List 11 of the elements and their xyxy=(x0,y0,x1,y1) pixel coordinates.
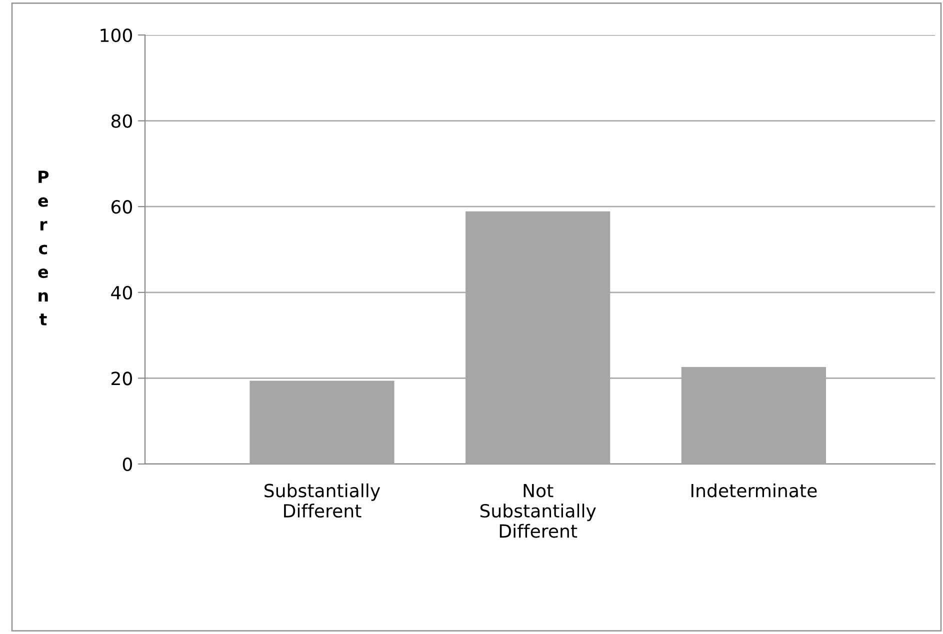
y-tick-label: 80 xyxy=(111,114,132,128)
bar xyxy=(250,380,394,464)
x-tick-label: Substantially Different xyxy=(264,483,380,518)
y-tick-label: 60 xyxy=(111,200,132,214)
y-axis-title: Percent xyxy=(38,170,49,326)
x-tick-label: Indeterminate xyxy=(691,483,817,498)
x-tick-label: Not Substantially Different xyxy=(480,484,596,538)
y-tick-label: 0 xyxy=(122,457,132,472)
y-tick-label: 40 xyxy=(111,286,132,300)
y-tick-label: 20 xyxy=(112,372,132,386)
y-tick-label: 100 xyxy=(100,28,132,42)
